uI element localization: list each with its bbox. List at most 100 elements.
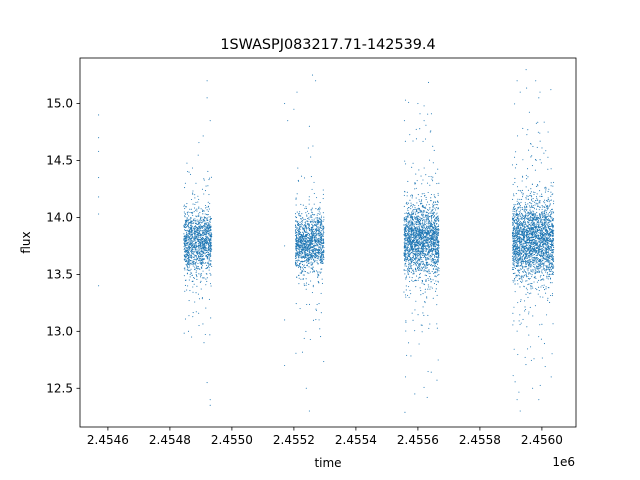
data-point — [309, 242, 311, 244]
data-point — [430, 371, 432, 373]
data-point — [421, 331, 423, 333]
data-point — [524, 205, 526, 207]
data-point — [185, 244, 187, 246]
data-point — [183, 246, 185, 248]
data-point — [410, 205, 412, 207]
data-point — [314, 214, 316, 216]
data-point — [205, 213, 208, 215]
data-point — [437, 245, 440, 247]
data-point — [191, 240, 193, 242]
data-point — [320, 235, 322, 237]
data-point — [531, 258, 533, 260]
data-point — [315, 235, 318, 237]
data-point — [425, 215, 427, 217]
data-point — [421, 247, 423, 249]
data-point — [317, 252, 320, 254]
data-point — [197, 251, 199, 253]
data-point — [426, 263, 428, 265]
data-point — [437, 240, 439, 242]
data-point — [432, 203, 434, 205]
data-point — [434, 196, 436, 198]
data-point — [435, 235, 437, 237]
data-point — [512, 227, 514, 229]
data-point — [430, 254, 432, 256]
data-point — [190, 235, 192, 237]
data-point — [541, 235, 543, 237]
data-point — [410, 202, 412, 204]
data-point — [301, 223, 303, 225]
data-point — [419, 236, 421, 238]
data-point — [310, 240, 312, 242]
data-point — [204, 246, 206, 248]
data-point — [432, 250, 434, 252]
data-point — [310, 256, 312, 258]
data-point — [206, 218, 208, 220]
data-point — [418, 224, 420, 226]
data-point — [299, 230, 301, 232]
data-point — [197, 255, 199, 258]
data-point — [306, 215, 308, 217]
data-point — [420, 203, 422, 205]
data-point — [514, 291, 516, 293]
data-point — [300, 262, 302, 264]
data-point — [209, 244, 212, 246]
data-point — [416, 235, 418, 237]
data-point — [191, 227, 193, 229]
data-point — [411, 211, 413, 213]
data-point — [308, 245, 310, 247]
data-point — [205, 273, 207, 275]
data-point — [550, 185, 552, 187]
data-point — [298, 283, 300, 285]
data-point — [305, 238, 307, 240]
data-point — [428, 253, 430, 255]
data-point — [301, 240, 303, 242]
data-point — [314, 221, 316, 223]
data-point — [201, 266, 203, 268]
data-point — [202, 231, 204, 233]
data-point — [188, 279, 190, 281]
data-point — [194, 238, 196, 240]
data-point — [437, 225, 439, 228]
data-point — [437, 229, 439, 231]
data-point — [321, 238, 323, 240]
data-point — [421, 228, 423, 230]
data-point — [406, 191, 408, 193]
data-point — [411, 197, 413, 199]
data-point — [432, 162, 434, 164]
data-point — [302, 268, 305, 270]
data-point — [428, 204, 430, 206]
data-point — [311, 216, 313, 218]
data-point — [424, 291, 426, 293]
data-point — [421, 253, 423, 255]
data-point — [314, 254, 316, 256]
data-point — [411, 277, 413, 279]
data-point — [318, 249, 321, 251]
data-point — [419, 254, 421, 257]
data-point — [414, 255, 417, 257]
data-point — [187, 285, 189, 287]
data-point — [194, 258, 196, 260]
data-point — [319, 208, 321, 210]
data-point — [188, 262, 190, 264]
data-point — [436, 379, 438, 381]
data-point — [198, 298, 201, 300]
data-point — [317, 257, 319, 259]
data-point — [422, 223, 424, 225]
data-point — [203, 218, 205, 220]
data-point — [188, 256, 190, 258]
data-point — [411, 261, 413, 263]
data-point — [418, 265, 420, 267]
data-point — [422, 242, 424, 244]
data-point — [539, 132, 541, 134]
data-point — [300, 233, 302, 236]
data-point — [405, 256, 407, 258]
data-point — [184, 267, 186, 269]
data-point — [430, 261, 432, 263]
data-point — [427, 252, 429, 254]
data-point — [296, 276, 298, 278]
data-point — [404, 250, 406, 252]
data-point — [196, 266, 198, 268]
data-point — [298, 277, 300, 279]
data-point — [422, 140, 424, 142]
data-point — [425, 270, 427, 272]
